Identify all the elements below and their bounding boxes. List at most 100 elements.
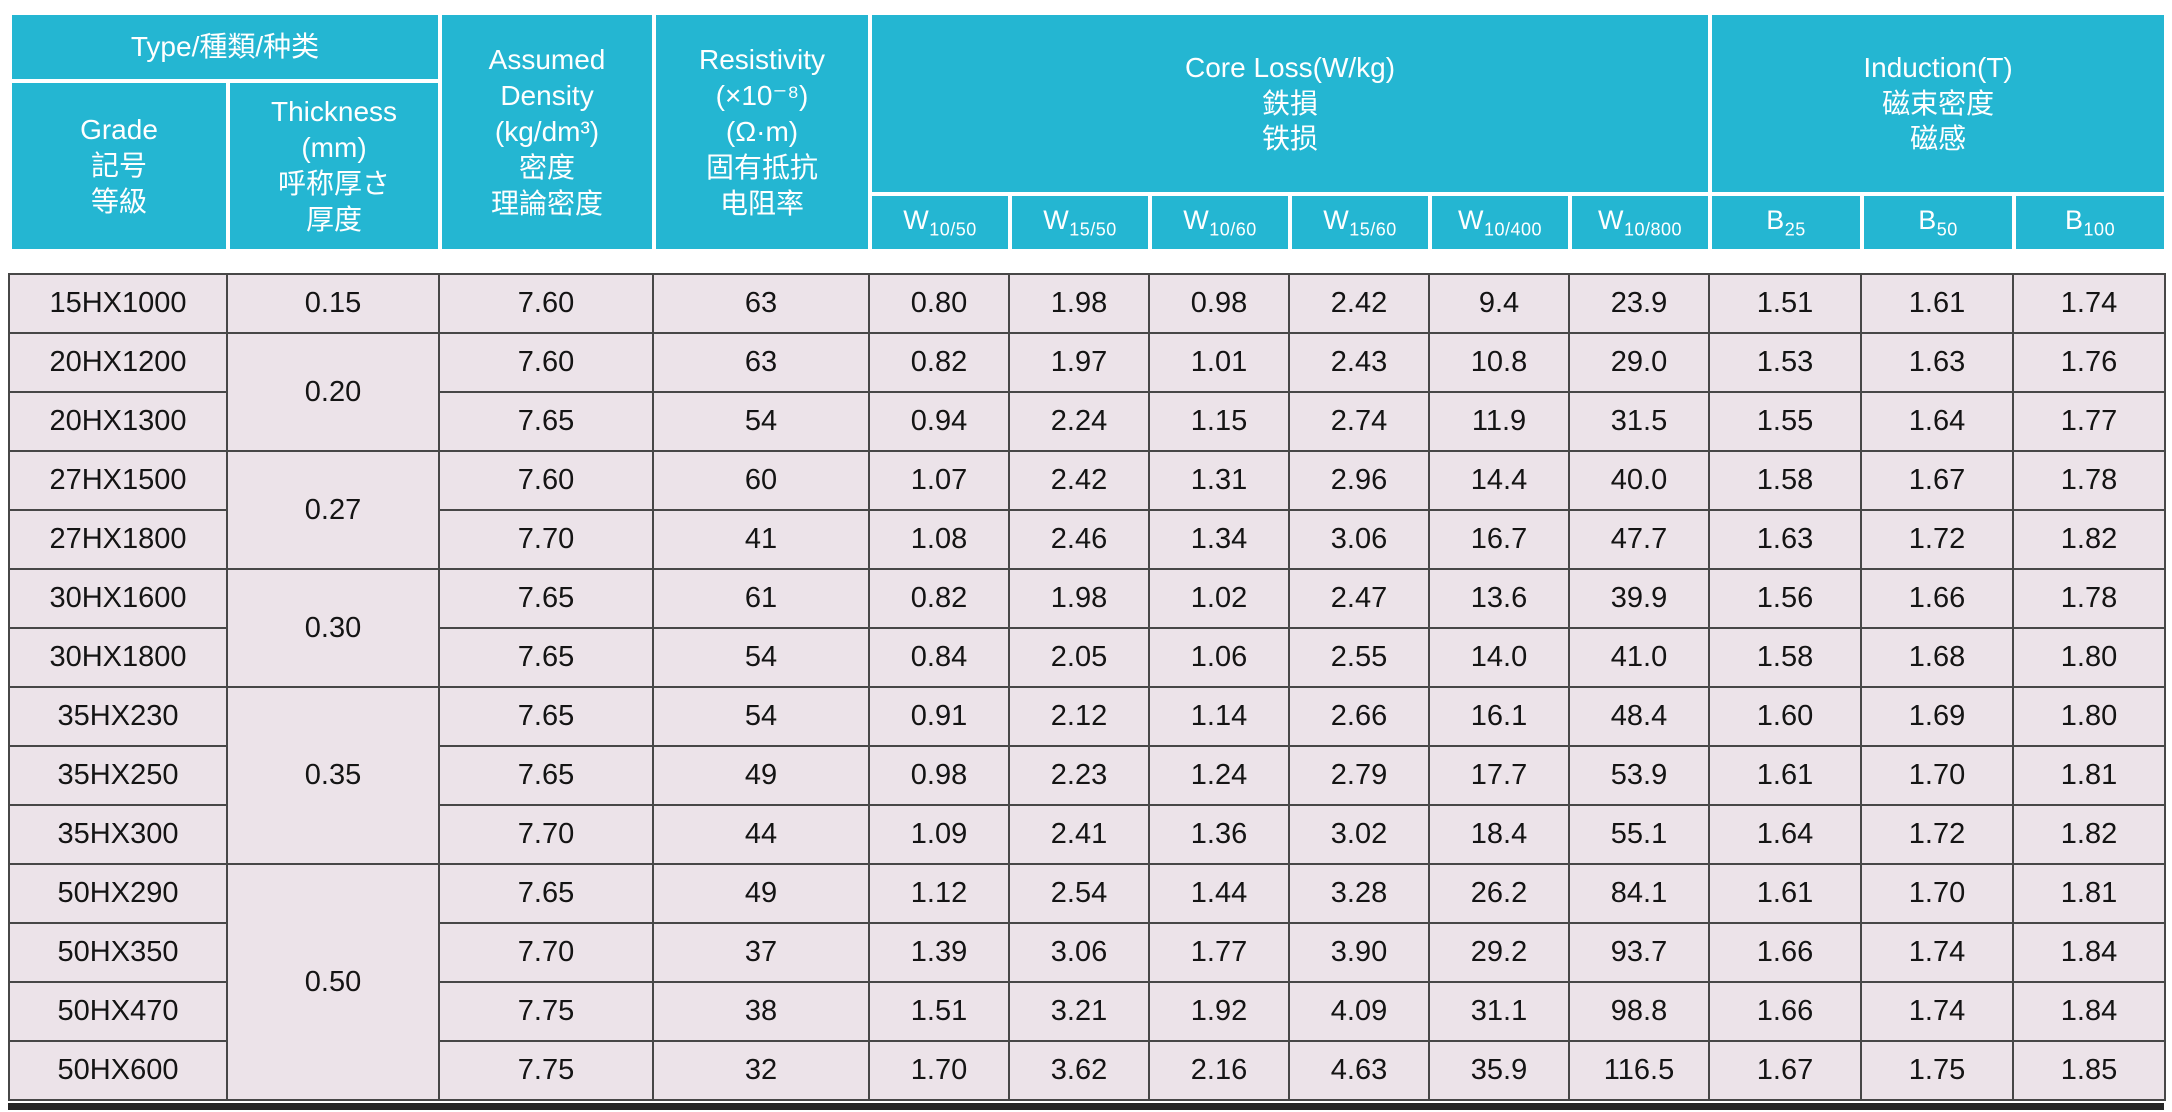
core-loss-cell: 47.7 (1568, 509, 1710, 570)
induction-cell: 1.58 (1708, 627, 1862, 688)
grade-cell: 30HX1600 (8, 568, 228, 629)
core-loss-cell: 2.55 (1288, 627, 1430, 688)
core-loss-cell: 14.0 (1428, 627, 1570, 688)
header-core-loss-subcol: W10/400 (1428, 192, 1573, 253)
core-loss-cell: 2.43 (1288, 332, 1430, 393)
core-loss-cell: 1.02 (1148, 568, 1290, 629)
core-loss-cell: 2.05 (1008, 627, 1150, 688)
core-loss-cell: 1.51 (868, 981, 1010, 1042)
table-row: 50HX350 7.70 37 1.39 3.06 1.77 3.90 29.2 93.7 1.6… (8, 922, 2166, 983)
induction-cell: 1.61 (1860, 273, 2014, 334)
core-loss-cell: 23.9 (1568, 273, 1710, 334)
induction-cell: 1.77 (2012, 391, 2166, 452)
bottom-rule (8, 1103, 2164, 1110)
induction-cell: 1.76 (2012, 332, 2166, 393)
thickness-cell: 0.15 (226, 273, 440, 334)
density-cell: 7.60 (438, 450, 654, 511)
core-loss-cell: 1.31 (1148, 450, 1290, 511)
thickness-cell: 0.50 (226, 863, 440, 1101)
table-row: 15HX1000 0.15 7.60 63 0.80 1.98 0.98 2.42 9.4 23.… (8, 273, 2166, 334)
induction-cell: 1.66 (1708, 922, 1862, 983)
core-loss-cell: 29.2 (1428, 922, 1570, 983)
core-loss-cell: 3.21 (1008, 981, 1150, 1042)
induction-cell: 1.74 (1860, 981, 2014, 1042)
resistivity-cell: 41 (652, 509, 870, 570)
core-loss-cell: 1.09 (868, 804, 1010, 865)
core-loss-cell: 26.2 (1428, 863, 1570, 924)
core-loss-cell: 29.0 (1568, 332, 1710, 393)
core-loss-cell: 31.1 (1428, 981, 1570, 1042)
induction-cell: 1.78 (2012, 568, 2166, 629)
core-loss-cell: 0.82 (868, 568, 1010, 629)
density-cell: 7.70 (438, 509, 654, 570)
core-loss-cell: 2.24 (1008, 391, 1150, 452)
core-loss-cell: 0.80 (868, 273, 1010, 334)
resistivity-cell: 37 (652, 922, 870, 983)
header-induction-subcol: B100 (2012, 192, 2169, 253)
induction-cell: 1.53 (1708, 332, 1862, 393)
grade-cell: 35HX250 (8, 745, 228, 806)
induction-cell: 1.55 (1708, 391, 1862, 452)
header-core-loss-subcol: W15/50 (1008, 192, 1153, 253)
grade-cell: 50HX350 (8, 922, 228, 983)
resistivity-cell: 60 (652, 450, 870, 511)
core-loss-cell: 31.5 (1568, 391, 1710, 452)
header-grade: Grade 記号 等級 (8, 79, 230, 253)
spec-table-header: Type/種類/种类 Assumed Density (kg/dm³) 密度 理… (7, 11, 2169, 253)
induction-cell: 1.64 (1860, 391, 2014, 452)
core-loss-cell: 16.7 (1428, 509, 1570, 570)
core-loss-cell: 1.07 (868, 450, 1010, 511)
density-cell: 7.65 (438, 391, 654, 452)
core-loss-cell: 0.84 (868, 627, 1010, 688)
table-row: 50HX600 7.75 32 1.70 3.62 2.16 4.63 35.9 116.5 1.… (8, 1040, 2166, 1101)
table-row: 35HX230 0.35 7.65 54 0.91 2.12 1.14 2.66 16.1 48.… (8, 686, 2166, 865)
core-loss-cell: 4.63 (1288, 1040, 1430, 1101)
grade-cell: 30HX1800 (8, 627, 228, 688)
table-row: 30HX1800 7.65 54 0.84 2.05 1.06 2.55 14.0 41.0 1.… (8, 627, 2166, 688)
core-loss-cell: 1.14 (1148, 686, 1290, 747)
table-row: 50HX290 0.50 7.65 49 1.12 2.54 1.44 3.28 26.2 84.… (8, 863, 2166, 1101)
induction-cell: 1.81 (2012, 863, 2166, 924)
induction-cell: 1.70 (1860, 863, 2014, 924)
core-loss-cell: 10.8 (1428, 332, 1570, 393)
induction-cell: 1.63 (1708, 509, 1862, 570)
induction-cell: 1.67 (1860, 450, 2014, 511)
core-loss-cell: 2.42 (1008, 450, 1150, 511)
core-loss-cell: 0.94 (868, 391, 1010, 452)
induction-cell: 1.56 (1708, 568, 1862, 629)
core-loss-cell: 1.01 (1148, 332, 1290, 393)
core-loss-cell: 0.98 (1148, 273, 1290, 334)
header-induction-subcol: B25 (1708, 192, 1865, 253)
resistivity-cell: 54 (652, 686, 870, 747)
core-loss-cell: 0.91 (868, 686, 1010, 747)
core-loss-cell: 4.09 (1288, 981, 1430, 1042)
core-loss-cell: 1.24 (1148, 745, 1290, 806)
core-loss-cell: 2.96 (1288, 450, 1430, 511)
core-loss-cell: 1.77 (1148, 922, 1290, 983)
induction-cell: 1.69 (1860, 686, 2014, 747)
induction-cell: 1.66 (1860, 568, 2014, 629)
induction-cell: 1.63 (1860, 332, 2014, 393)
grade-cell: 15HX1000 (8, 273, 228, 334)
grade-cell: 35HX230 (8, 686, 228, 747)
core-loss-cell: 35.9 (1428, 1040, 1570, 1101)
grade-cell: 35HX300 (8, 804, 228, 865)
core-loss-cell: 41.0 (1568, 627, 1710, 688)
core-loss-cell: 53.9 (1568, 745, 1710, 806)
core-loss-cell: 0.98 (868, 745, 1010, 806)
induction-cell: 1.61 (1708, 745, 1862, 806)
grade-cell: 50HX600 (8, 1040, 228, 1101)
induction-cell: 1.72 (1860, 509, 2014, 570)
table-row: 20HX1200 0.20 7.60 63 0.82 1.97 1.01 2.43 10.8 29… (8, 332, 2166, 452)
density-cell: 7.65 (438, 568, 654, 629)
spec-table-body: 15HX1000 0.15 7.60 63 0.80 1.98 0.98 2.42 9.4 23.… (8, 273, 2166, 1101)
table-row: 20HX1300 7.65 54 0.94 2.24 1.15 2.74 11.9 31.5 1.… (8, 391, 2166, 452)
core-loss-cell: 1.92 (1148, 981, 1290, 1042)
grade-cell: 20HX1200 (8, 332, 228, 393)
induction-cell: 1.58 (1708, 450, 1862, 511)
induction-cell: 1.85 (2012, 1040, 2166, 1101)
header-thickness: Thickness (mm) 呼称厚さ 厚度 (225, 79, 443, 253)
core-loss-cell: 17.7 (1428, 745, 1570, 806)
core-loss-cell: 2.66 (1288, 686, 1430, 747)
